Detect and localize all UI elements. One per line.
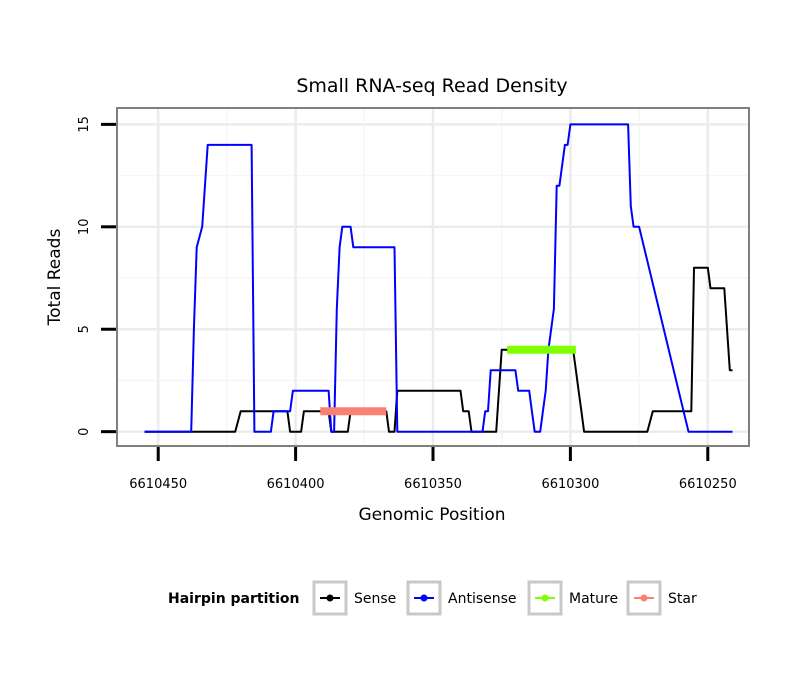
legend-key-point [541, 594, 549, 602]
x-tick-label: 6610450 [129, 477, 187, 492]
legend: Hairpin partition Sense Antisense Mature St… [168, 580, 697, 616]
legend-entry-antisense: Antisense [406, 580, 517, 616]
legend-key-box [312, 580, 348, 616]
chart-title: Small RNA-seq Read Density [296, 75, 567, 97]
legend-label: Mature [569, 591, 618, 607]
legend-title: Hairpin partition [168, 591, 299, 607]
legend-label: Sense [354, 591, 396, 607]
legend-key-point [420, 594, 428, 602]
y-tick-label: 10 [77, 219, 92, 236]
series-line-antisense [144, 123, 733, 433]
plot-series [144, 123, 733, 433]
y-axis-ticks: 0 5 10 15 [77, 116, 116, 436]
legend-entry-sense: Sense [312, 580, 396, 616]
y-axis-title: Total Reads [45, 229, 65, 327]
x-tick-label: 6610300 [541, 477, 599, 492]
grid-lines [117, 108, 749, 446]
x-axis-ticks: 6610450 6610400 6610350 6610300 6610250 [129, 447, 737, 492]
series-line-sense [144, 266, 733, 433]
legend-entry-mature: Mature [527, 580, 618, 616]
legend-entry-star: Star [626, 580, 697, 616]
legend-label: Antisense [448, 591, 517, 607]
legend-key-point [326, 594, 334, 602]
legend-key-point [640, 594, 648, 602]
y-tick-label: 15 [77, 116, 92, 133]
x-axis-title: Genomic Position [358, 505, 505, 525]
y-tick-label: 0 [77, 428, 92, 436]
x-tick-label: 6610350 [404, 477, 462, 492]
legend-entries: Sense Antisense Mature Star [312, 580, 697, 616]
legend-label: Star [668, 591, 697, 607]
legend-key-box [527, 580, 563, 616]
x-tick-label: 6610400 [267, 477, 325, 492]
y-tick-label: 5 [77, 325, 92, 333]
plot-panel-border [116, 107, 750, 447]
x-tick-label: 6610250 [679, 477, 737, 492]
